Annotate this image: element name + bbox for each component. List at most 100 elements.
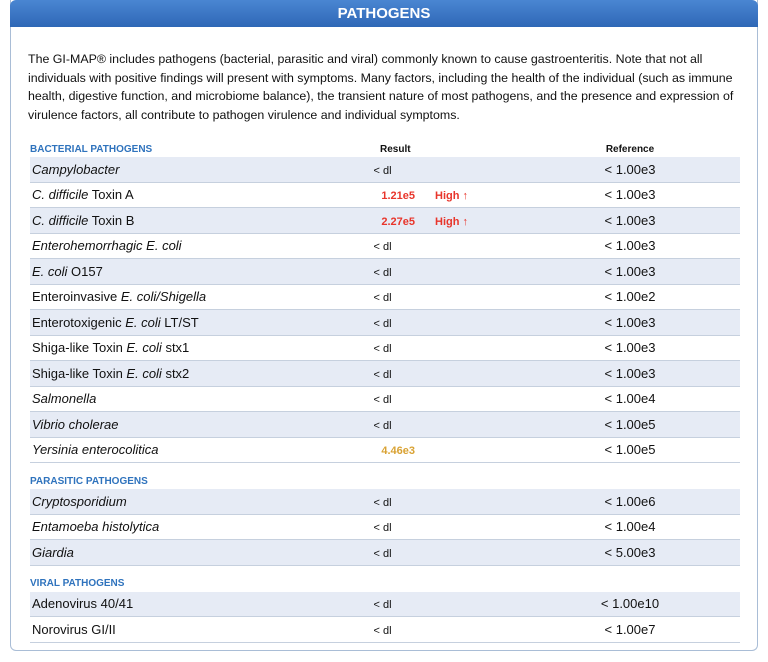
result-value: 1.21e5	[381, 190, 415, 203]
pathogen-name: Norovirus GI/II	[30, 616, 330, 643]
empty-cell	[330, 576, 520, 592]
reference-value: < 1.00e5	[520, 411, 740, 438]
section-header: BACTERIAL PATHOGENS Result Reference	[30, 141, 740, 157]
result-value: < dl	[373, 599, 392, 612]
pathogen-name: Giardia	[30, 539, 330, 566]
reference-value: < 1.00e3	[520, 335, 740, 361]
panel-header: PATHOGENS	[10, 0, 758, 27]
reference-value: < 5.00e3	[520, 539, 740, 566]
section-title: BACTERIAL PATHOGENS	[30, 143, 153, 155]
pathogen-row: Enterohemorrhagic E. coli < dl < 1.00e3	[30, 233, 740, 259]
result-value: < dl	[373, 317, 392, 330]
name-part: O157	[67, 263, 103, 279]
reference-value: < 1.00e10	[520, 591, 740, 617]
reference-value: < 1.00e5	[520, 437, 740, 463]
pathogen-name: Shiga-like Toxin E. coli stx1	[30, 335, 330, 361]
name-part: Shiga-like Toxin	[32, 365, 127, 381]
intro-text: The GI-MAP® includes pathogens (bacteria…	[28, 52, 734, 122]
pathogen-name: Yersinia enterocolitica	[30, 437, 330, 463]
name-part: Cryptosporidium	[32, 493, 127, 509]
name-part: Enterotoxigenic	[32, 314, 126, 330]
reference-value: < 1.00e7	[520, 616, 740, 643]
result-cell: < dl	[330, 335, 520, 361]
result-cell: 2.27e5 High ↑	[330, 207, 520, 234]
pathogen-row: Giardia < dl < 5.00e3	[30, 539, 740, 566]
reference-value: < 1.00e3	[520, 258, 740, 285]
pathogen-name: Enterohemorrhagic E. coli	[30, 233, 330, 259]
reference-value: < 1.00e4	[520, 386, 740, 412]
result-flag: High ↑	[435, 190, 468, 203]
column-header-cell: Result	[330, 141, 520, 157]
name-part: Salmonella	[32, 391, 97, 407]
name-part: C. difficile	[32, 212, 89, 228]
pathogen-row: Entamoeba histolytica < dl < 1.00e4	[30, 514, 740, 540]
pathogen-name: C. difficile Toxin A	[30, 182, 330, 208]
pathogen-name: Salmonella	[30, 386, 330, 412]
section-header: PARASITIC PATHOGENS	[30, 473, 740, 489]
spacer	[30, 463, 740, 474]
result-cell: < dl	[330, 360, 520, 387]
column-header: Result	[380, 143, 411, 155]
pathogen-row: Cryptosporidium < dl < 1.00e6	[30, 489, 740, 515]
result-cell: 1.21e5 High ↑	[330, 182, 520, 208]
result-value: < dl	[373, 343, 392, 356]
reference-value: < 1.00e6	[520, 489, 740, 515]
name-part: C. difficile	[32, 187, 89, 203]
name-part: E. coli	[125, 314, 161, 330]
pathogen-name: Entamoeba histolytica	[30, 514, 330, 540]
reference-value: < 1.00e3	[520, 233, 740, 259]
result-cell: < dl	[330, 514, 520, 540]
result-value: < dl	[373, 496, 392, 509]
pathogen-row: C. difficile Toxin A 1.21e5 High ↑ < 1.00e3	[30, 182, 740, 208]
result-cell: < dl	[330, 233, 520, 259]
pathogen-name: Campylobacter	[30, 157, 330, 183]
result-cell: < dl	[330, 616, 520, 643]
name-part: Giardia	[32, 544, 74, 560]
name-part: stx1	[161, 340, 190, 356]
reference-value: < 1.00e2	[520, 284, 740, 310]
pathogen-row: Yersinia enterocolitica 4.46e3 < 1.00e5	[30, 437, 740, 463]
pathogen-row: Campylobacter < dl < 1.00e3	[30, 157, 740, 183]
pathogen-row: Enteroinvasive E. coli/Shigella < dl < 1.0…	[30, 284, 740, 310]
result-value: < dl	[373, 368, 392, 381]
pathogen-name: Enterotoxigenic E. coli LT/ST	[30, 309, 330, 336]
name-part: Entamoeba histolytica	[32, 519, 160, 535]
pathogen-name: Adenovirus 40/41	[30, 591, 330, 617]
reference-value: < 1.00e3	[520, 182, 740, 208]
name-part: E. coli/Shigella	[120, 289, 207, 305]
spacer	[30, 565, 740, 576]
result-cell: < dl	[330, 489, 520, 515]
result-value: 4.46e3	[381, 445, 415, 458]
result-value: < dl	[373, 522, 392, 535]
result-value: < dl	[373, 292, 392, 305]
result-value: < dl	[373, 547, 392, 560]
name-part: Vibrio cholerae	[32, 416, 119, 432]
pathogen-row: Enterotoxigenic E. coli LT/ST < dl < 1.00e…	[30, 309, 740, 336]
spacer-cell	[30, 565, 740, 576]
pathogen-row: Vibrio cholerae < dl < 1.00e5	[30, 411, 740, 438]
name-part: Enteroinvasive	[32, 289, 121, 305]
name-part: Enterohemorrhagic E. coli	[32, 238, 182, 254]
pathogen-row: Adenovirus 40/41 < dl < 1.00e10	[30, 591, 740, 617]
empty-cell	[330, 473, 520, 489]
result-value: < dl	[373, 394, 392, 407]
result-cell: < dl	[330, 309, 520, 336]
result-cell: < dl	[330, 591, 520, 617]
pathogen-row: Salmonella < dl < 1.00e4	[30, 386, 740, 412]
result-value: < dl	[373, 241, 392, 254]
reference-value: < 1.00e4	[520, 514, 740, 540]
pathogen-name: Shiga-like Toxin E. coli stx2	[30, 360, 330, 387]
name-part: stx2	[161, 365, 190, 381]
pathogen-name: E. coli O157	[30, 258, 330, 285]
reference-value: < 1.00e3	[520, 207, 740, 234]
result-cell: 4.46e3	[330, 437, 520, 463]
result-cell: < dl	[330, 157, 520, 183]
pathogen-row: C. difficile Toxin B 2.27e5 High ↑ < 1.00e3	[30, 207, 740, 234]
reference-value: < 1.00e3	[520, 360, 740, 387]
result-value: < dl	[373, 266, 392, 279]
empty-cell	[520, 576, 740, 592]
name-part: Campylobacter	[32, 161, 120, 177]
name-part: E. coli	[32, 263, 68, 279]
name-part: Toxin B	[88, 212, 135, 228]
